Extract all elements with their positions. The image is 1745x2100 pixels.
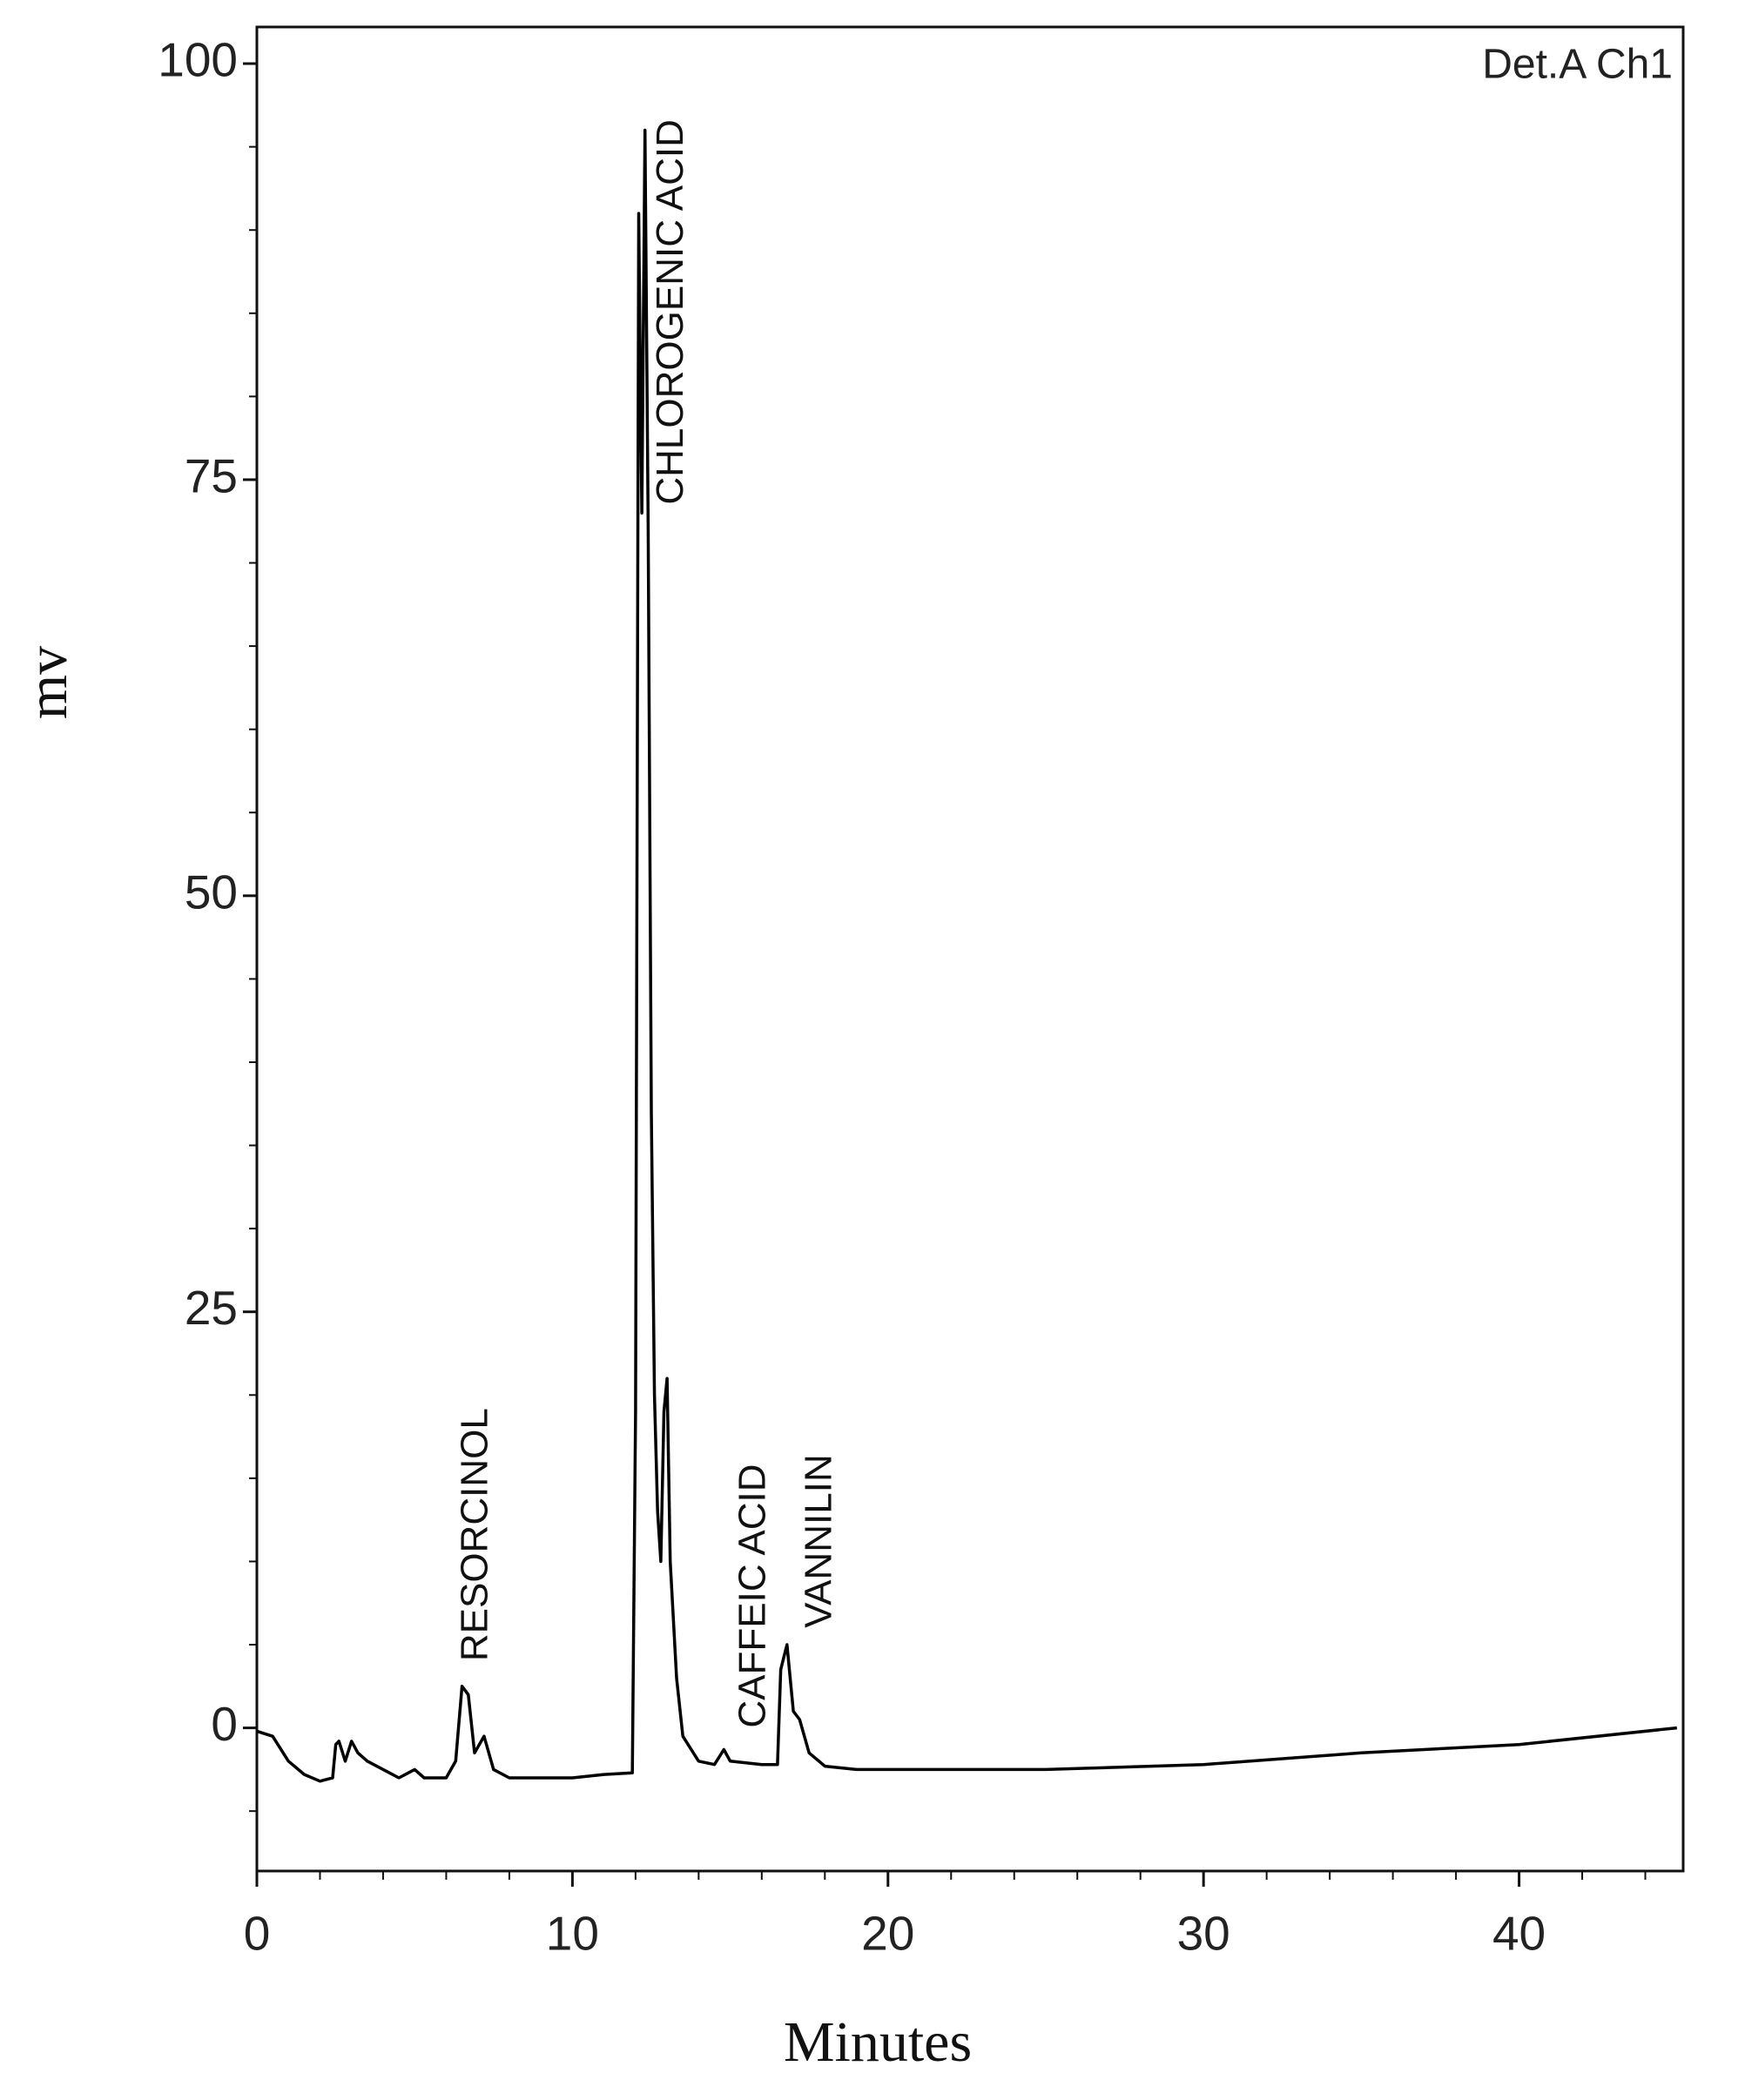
peak-label: RESORCINOL [454, 1408, 496, 1661]
x-tick-label: 0 [244, 1907, 271, 1961]
x-tick-label: 10 [546, 1907, 599, 1961]
y-tick-label: 50 [185, 865, 238, 919]
x-tick-label: 20 [861, 1907, 914, 1961]
y-tick-label: 0 [211, 1697, 238, 1751]
y-axis-title: mv [16, 646, 79, 719]
chromatogram-trace [256, 128, 1677, 1783]
x-tick-label: 30 [1177, 1907, 1230, 1961]
detector-label: Det.A Ch1 [1482, 42, 1673, 88]
x-axis-title: Minutes [784, 2010, 972, 2074]
y-tick-label: 75 [185, 448, 238, 502]
peak-label: CHLOROGENIC ACID [649, 119, 691, 505]
peak-label: VANNILIN [798, 1454, 840, 1628]
peak-label: CAFFEIC ACID [731, 1464, 773, 1727]
x-tick-label: 40 [1492, 1907, 1546, 1961]
y-tick-label: 25 [185, 1281, 238, 1335]
plot-frame [255, 25, 1685, 1873]
y-tick-label: 100 [158, 33, 238, 87]
